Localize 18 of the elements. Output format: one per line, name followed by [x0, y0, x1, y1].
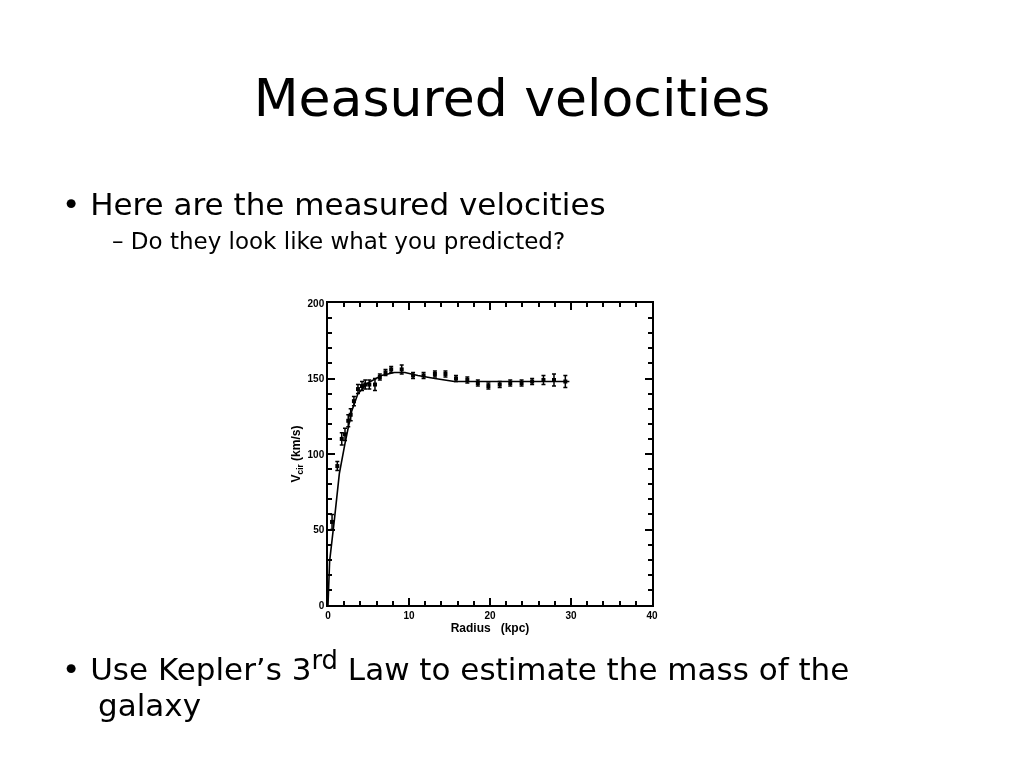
x-tick-label: 10 — [403, 609, 415, 621]
x-tick-label: 40 — [646, 609, 658, 621]
y-tick-label: 100 — [307, 448, 325, 460]
x-tick-label: 20 — [484, 609, 496, 621]
point — [339, 436, 344, 441]
text: – Do they look like what you predicted? — [112, 228, 567, 254]
chart-title: Measured velocities — [252, 68, 772, 128]
x-axis-title: Radius (kpc) — [450, 621, 530, 636]
y-tick-label: 50 — [313, 524, 325, 535]
y-tick-label: 0 — [318, 599, 325, 611]
point — [355, 387, 360, 392]
text: • Here are the measured velocities — [62, 186, 607, 222]
text: • Use Kepler’s 3$^{rd}$ Law to estimate the mass of the galaxy — [62, 645, 850, 724]
y-tick-label: 150 — [307, 373, 325, 384]
y-tick-label: 200 — [307, 297, 325, 309]
point — [335, 464, 340, 469]
point — [372, 382, 377, 387]
x-tick-label: 30 — [565, 609, 577, 621]
